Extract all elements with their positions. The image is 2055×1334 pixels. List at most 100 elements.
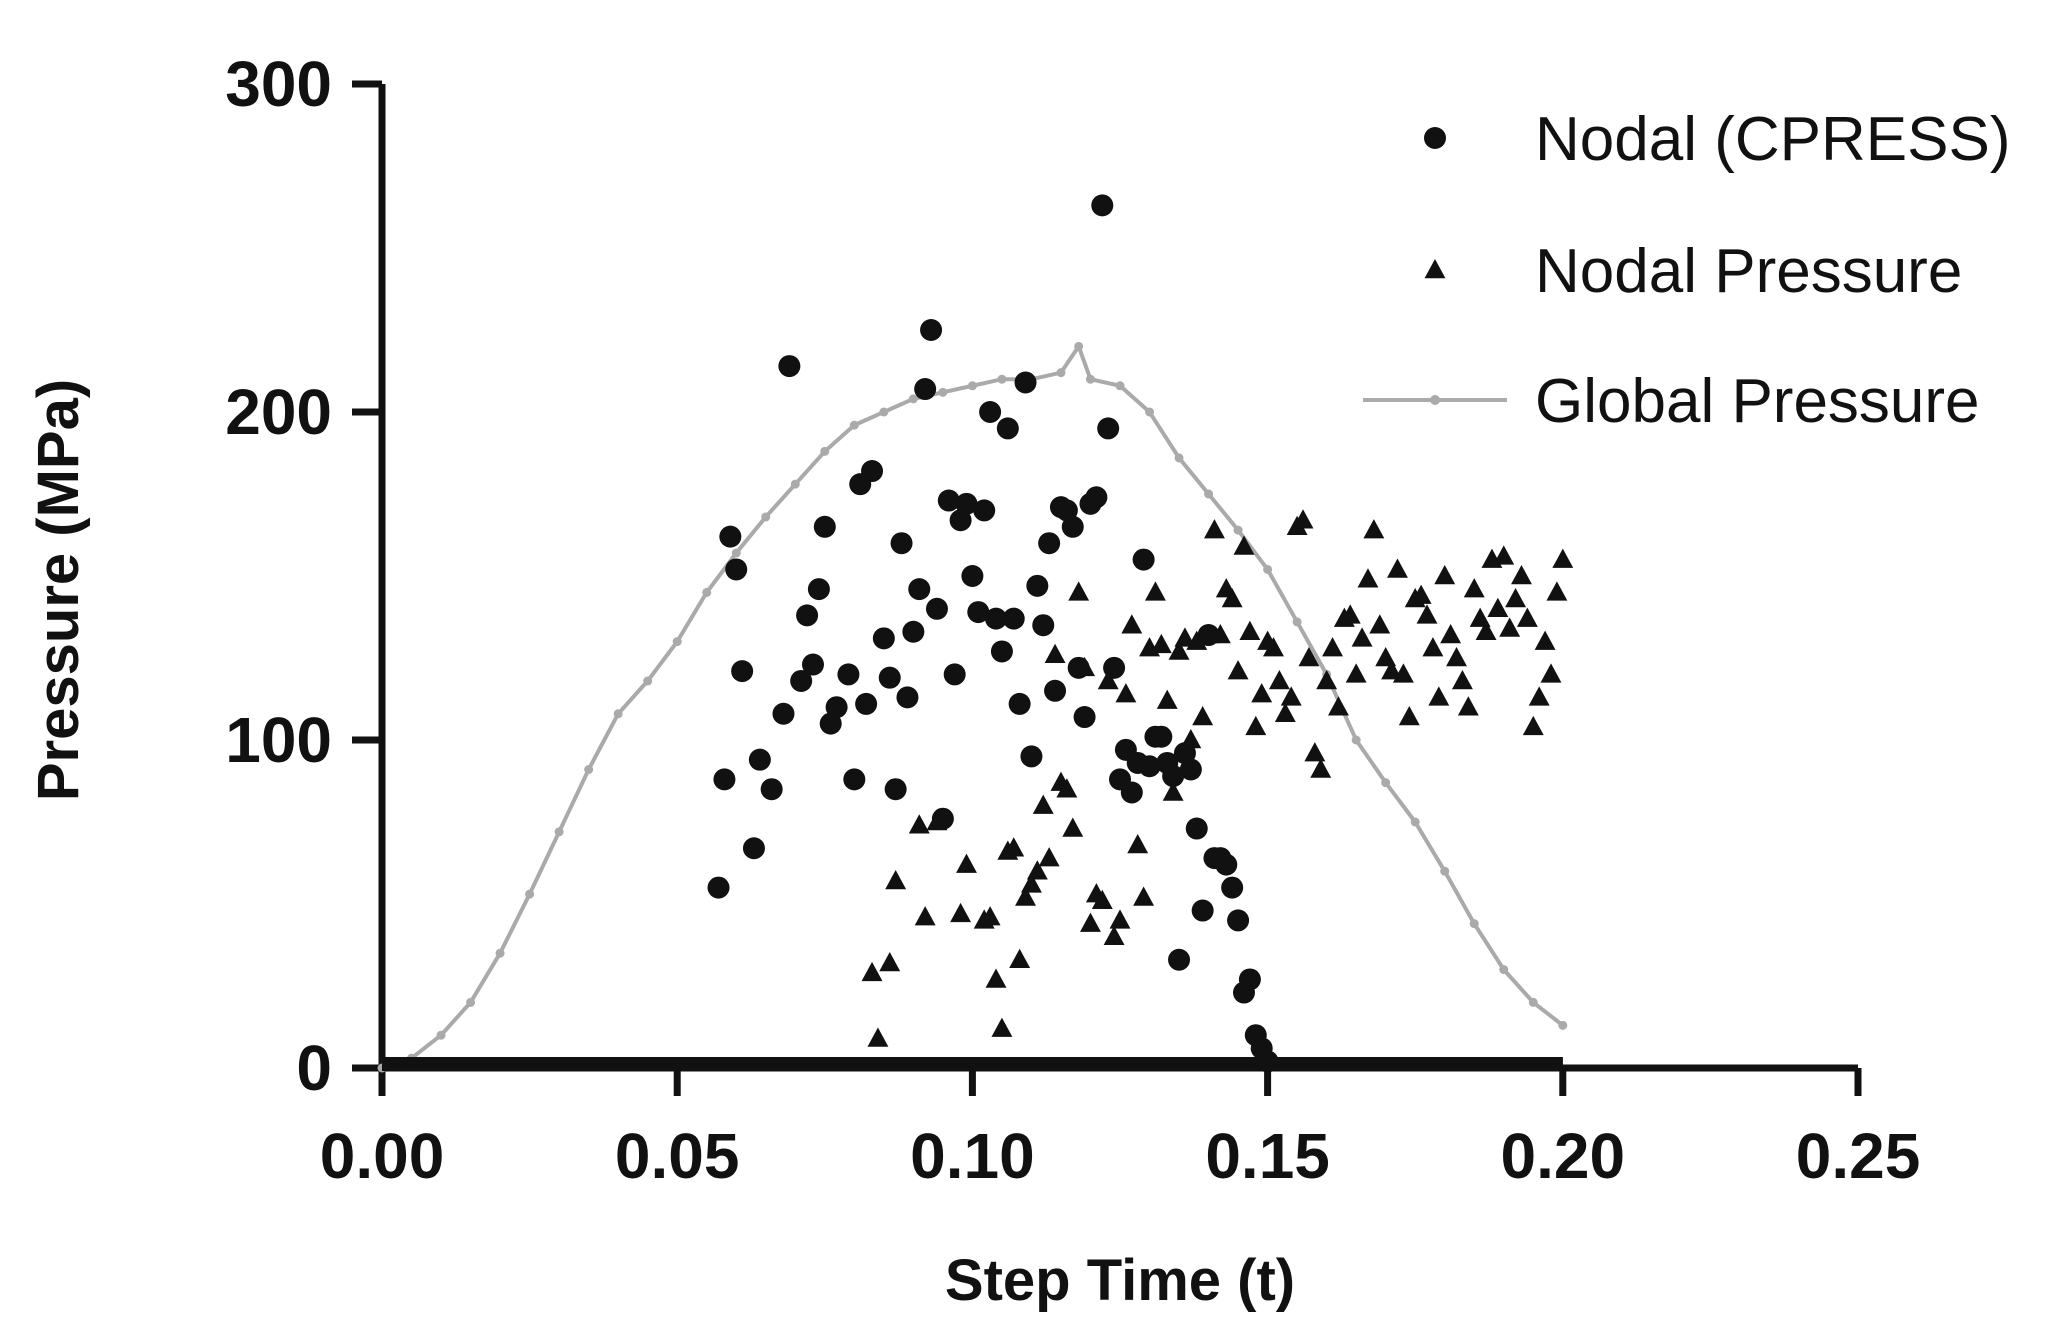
nodal-pressure-point xyxy=(1327,696,1349,716)
nodal-pressure-point xyxy=(1416,604,1438,624)
plot-area xyxy=(377,194,1574,1073)
global-pressure-point xyxy=(436,1030,446,1040)
nodal-cpress-point xyxy=(937,489,960,512)
nodal-pressure-point xyxy=(1144,581,1166,601)
nodal-cpress-point xyxy=(1150,725,1173,748)
nodal-cpress-point xyxy=(1197,624,1220,647)
global-pressure-point xyxy=(1085,374,1095,384)
nodal-pressure-point xyxy=(1345,663,1367,683)
nodal-pressure-point xyxy=(1316,669,1338,690)
x-tick-label: 0.20 xyxy=(1501,1120,1626,1192)
nodal-pressure-point xyxy=(1109,909,1131,929)
y-tick-label: 200 xyxy=(225,376,332,448)
nodal-cpress-point xyxy=(1044,679,1067,702)
global-pressure-point xyxy=(554,827,564,837)
nodal-pressure-point xyxy=(1251,683,1273,703)
nodal-cpress-point xyxy=(1168,948,1191,971)
nodal-cpress-point xyxy=(979,401,1002,423)
legend: Nodal (CPRESS) Nodal Pressure Global Press… xyxy=(1363,105,2010,436)
nodal-pressure-point xyxy=(1528,686,1550,706)
nodal-cpress-point xyxy=(813,515,836,538)
global-pressure-point xyxy=(1440,866,1450,876)
nodal-pressure-point xyxy=(1133,886,1155,906)
x-tick-label: 0.10 xyxy=(910,1120,1035,1192)
nodal-pressure-point xyxy=(1192,706,1214,726)
nodal-pressure-point xyxy=(979,906,1001,926)
nodal-pressure-point xyxy=(1186,630,1208,650)
nodal-cpress-point xyxy=(796,604,819,627)
nodal-cpress-point xyxy=(890,532,913,555)
nodal-pressure-point xyxy=(1434,565,1456,585)
nodal-cpress-point xyxy=(742,837,765,860)
nodal-pressure-point xyxy=(1511,565,1532,585)
nodal-pressure-point xyxy=(1150,633,1172,654)
nodal-pressure-point xyxy=(1280,686,1302,706)
global-pressure-point xyxy=(1410,817,1420,827)
legend-label: Global Pressure xyxy=(1535,367,1980,436)
nodal-pressure-point xyxy=(1268,669,1290,690)
nodal-pressure-point xyxy=(1003,837,1025,857)
global-pressure-point xyxy=(790,479,800,489)
nodal-cpress-point xyxy=(1020,745,1043,768)
nodal-pressure-point xyxy=(1457,696,1479,716)
nodal-pressure-point xyxy=(885,870,907,890)
nodal-pressure-point xyxy=(1475,620,1497,641)
nodal-cpress-point xyxy=(725,558,748,581)
nodal-pressure-point xyxy=(1032,794,1054,814)
nodal-pressure-point xyxy=(1026,860,1048,880)
global-pressure-point xyxy=(1558,1020,1568,1030)
nodal-pressure-point xyxy=(1020,873,1042,893)
nodal-cpress-point xyxy=(801,653,824,676)
nodal-cpress-point xyxy=(1185,817,1208,840)
nodal-cpress-point xyxy=(748,748,771,771)
nodal-cpress-point xyxy=(955,492,978,515)
ticks: 0.00 0.05 0.10 0.15 0.20 0.25 0 100 200 300 xyxy=(225,48,1920,1192)
nodal-pressure-point xyxy=(908,814,930,834)
nodal-pressure-point xyxy=(914,906,936,926)
nodal-pressure-point xyxy=(1121,614,1143,634)
nodal-cpress-point xyxy=(707,876,730,899)
nodal-cpress-point xyxy=(1032,614,1055,637)
nodal-pressure-point xyxy=(1522,715,1544,736)
global-pressure-point xyxy=(849,420,859,430)
y-tick-label: 100 xyxy=(225,704,332,776)
nodal-cpress-point xyxy=(967,601,990,624)
nodal-pressure-point xyxy=(1310,758,1332,778)
nodal-cpress-point xyxy=(1191,899,1214,922)
global-pressure-point xyxy=(1499,965,1509,975)
nodal-cpress-point xyxy=(914,378,937,401)
nodal-pressure-point xyxy=(1493,545,1515,565)
nodal-pressure-point xyxy=(1552,548,1574,568)
nodal-pressure-point xyxy=(1546,581,1568,601)
nodal-pressure-point xyxy=(1156,689,1178,709)
nodal-pressure-point xyxy=(1487,597,1509,618)
x-tick-label: 0.00 xyxy=(320,1120,445,1192)
nodal-pressure-point xyxy=(1428,686,1450,706)
global-pressure-point xyxy=(1145,407,1155,417)
nodal-cpress-point xyxy=(1221,876,1244,899)
nodal-cpress-point xyxy=(1067,656,1090,679)
nodal-pressure-point xyxy=(1351,627,1373,647)
nodal-cpress-point xyxy=(790,669,813,692)
nodal-cpress-point xyxy=(973,499,996,522)
nodal-pressure-point xyxy=(1398,706,1420,726)
nodal-pressure-point xyxy=(1009,948,1031,969)
x-tick-label: 0.15 xyxy=(1205,1120,1330,1192)
nodal-cpress-point xyxy=(1138,755,1161,778)
nodal-pressure-point xyxy=(991,1017,1013,1037)
nodal-cpress-point xyxy=(925,597,948,620)
x-tick-label: 0.05 xyxy=(615,1120,740,1192)
nodal-cpress-point xyxy=(731,660,754,683)
global-pressure-point xyxy=(908,394,918,404)
nodal-pressure-point xyxy=(956,853,977,873)
nodal-pressure-point xyxy=(1304,742,1326,762)
nodal-pressure-point xyxy=(1363,519,1385,539)
global-pressure-point xyxy=(1115,381,1125,391)
nodal-pressure-point xyxy=(1440,624,1462,644)
nodal-pressure-point xyxy=(1422,637,1444,657)
nodal-cpress-point xyxy=(760,778,783,801)
nodal-pressure-point xyxy=(1516,607,1538,627)
nodal-cpress-point xyxy=(837,663,860,686)
global-pressure-point xyxy=(731,548,741,558)
